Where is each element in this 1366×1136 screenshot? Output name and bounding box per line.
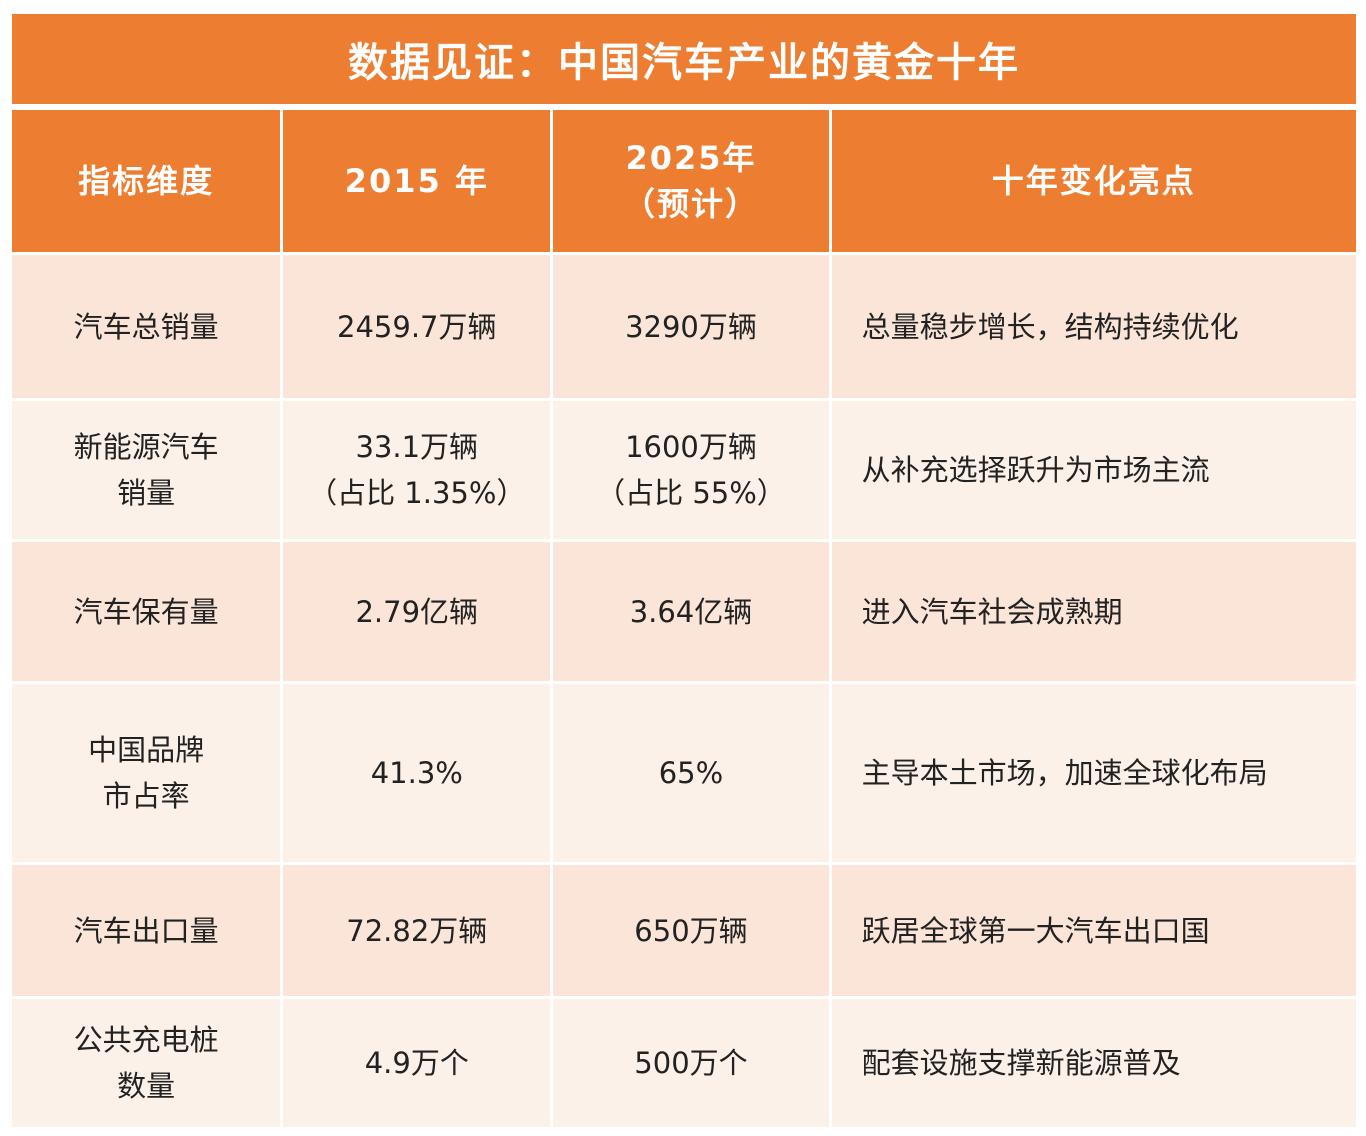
metric-cell: 公共充电桩 数量 (12, 999, 281, 1127)
page-title: 数据见证：中国汽车产业的黄金十年 (12, 14, 1356, 104)
highlight-cell: 跃居全球第一大汽车出口国 (831, 865, 1356, 996)
cell-text: 市占率 (102, 779, 190, 813)
cell-text: 3.64亿辆 (629, 594, 753, 629)
highlight-cell: 总量稳步增长，结构持续优化 (831, 255, 1356, 398)
table-row: 公共充电桩数量 4.9万个 500万个 配套设施支撑新能源普及 (12, 999, 1356, 1127)
cell-text: 总量稳步增长，结构持续优化 (861, 309, 1239, 344)
cell-subtext: （占比 1.35%） (308, 476, 526, 510)
value-2025-cell: 500万个 (553, 999, 829, 1127)
table-row: 汽车出口量 72.82万辆 650万辆 跃居全球第一大汽车出口国 (12, 865, 1356, 996)
cell-text: 2.79亿辆 (355, 594, 479, 629)
comparison-table: 指标维度 2015 年 2025年 （预计） 十年变化亮点 汽车总销量 2459… (9, 107, 1359, 1130)
highlight-cell: 配套设施支撑新能源普及 (831, 999, 1356, 1127)
value-2015-cell: 4.9万个 (283, 999, 551, 1127)
column-header-metric: 指标维度 (12, 110, 281, 252)
header-label: 十年变化亮点 (991, 162, 1196, 200)
cell-text: 跃居全球第一大汽车出口国 (861, 913, 1210, 948)
value-2025-cell: 3.64亿辆 (553, 542, 829, 681)
cell-text: 中国品牌 (88, 733, 205, 767)
value-2015-cell: 33.1万辆 （占比 1.35%） (283, 401, 551, 539)
cell-text: 从补充选择跃升为市场主流 (861, 453, 1210, 487)
metric-cell: 中国品牌 市占率 (12, 684, 281, 862)
cell-text: 配套设施支撑新能源普及 (861, 1046, 1181, 1080)
header-row: 指标维度 2015 年 2025年 （预计） 十年变化亮点 (12, 110, 1356, 252)
cell-text: 进入汽车社会成熟期 (861, 594, 1123, 629)
cell-text: 数量 (117, 1069, 176, 1103)
cell-text: 41.3% (370, 756, 463, 790)
value-2015-cell: 41.3% (283, 684, 551, 862)
cell-text: 65% (658, 756, 724, 790)
metric-cell: 汽车保有量 (12, 542, 281, 681)
data-table-card: 数据见证：中国汽车产业的黄金十年 指标维度 2015 年 2025年 （预计） … (12, 14, 1356, 1130)
table-row: 中国品牌市占率 41.3% 65% 主导本土市场，加速全球化布局 (12, 684, 1356, 862)
cell-text: 72.82万辆 (346, 913, 488, 948)
metric-cell: 汽车出口量 (12, 865, 281, 996)
highlight-cell: 主导本土市场，加速全球化布局 (831, 684, 1356, 862)
cell-text: 公共充电桩 (73, 1023, 219, 1057)
value-2025-cell: 3290万辆 (553, 255, 829, 398)
cell-text: 销量 (117, 476, 176, 510)
header-label: 2025年 (625, 139, 757, 177)
value-2025-cell: 650万辆 (553, 865, 829, 996)
cell-text: 汽车保有量 (73, 594, 219, 629)
header-label: 指标维度 (78, 162, 215, 200)
cell-subtext: （占比 55%） (596, 476, 786, 510)
value-2025-cell: 65% (553, 684, 829, 862)
table-row: 汽车保有量 2.79亿辆 3.64亿辆 进入汽车社会成熟期 (12, 542, 1356, 681)
cell-text: 汽车总销量 (73, 309, 219, 344)
column-header-2025: 2025年 （预计） (553, 110, 829, 252)
value-2015-cell: 72.82万辆 (283, 865, 551, 996)
header-label: 2015 年 (344, 162, 489, 200)
metric-cell: 汽车总销量 (12, 255, 281, 398)
cell-text: 新能源汽车 (73, 430, 219, 464)
cell-text: 3290万辆 (625, 309, 757, 344)
cell-text: 500万个 (634, 1046, 748, 1080)
cell-text: 汽车出口量 (73, 913, 219, 948)
value-2015-cell: 2459.7万辆 (283, 255, 551, 398)
metric-cell: 新能源汽车 销量 (12, 401, 281, 539)
header-sublabel: （预计） (622, 185, 759, 223)
column-header-2015: 2015 年 (283, 110, 551, 252)
cell-text: 4.9万个 (364, 1046, 469, 1080)
cell-text: 1600万辆 (625, 430, 757, 464)
cell-text: 主导本土市场，加速全球化布局 (861, 756, 1268, 790)
column-header-highlight: 十年变化亮点 (831, 110, 1356, 252)
cell-text: 33.1万辆 (355, 430, 479, 464)
highlight-cell: 进入汽车社会成熟期 (831, 542, 1356, 681)
value-2015-cell: 2.79亿辆 (283, 542, 551, 681)
table-row: 新能源汽车 销量 33.1万辆 （占比 1.35%） 1600万辆 （占比 55%） … (12, 401, 1356, 539)
cell-text: 650万辆 (634, 913, 748, 948)
highlight-cell: 从补充选择跃升为市场主流 (831, 401, 1356, 539)
table-row: 汽车总销量 2459.7万辆 3290万辆 总量稳步增长，结构持续优化 (12, 255, 1356, 398)
value-2025-cell: 1600万辆 （占比 55%） (553, 401, 829, 539)
cell-text: 2459.7万辆 (337, 309, 497, 344)
